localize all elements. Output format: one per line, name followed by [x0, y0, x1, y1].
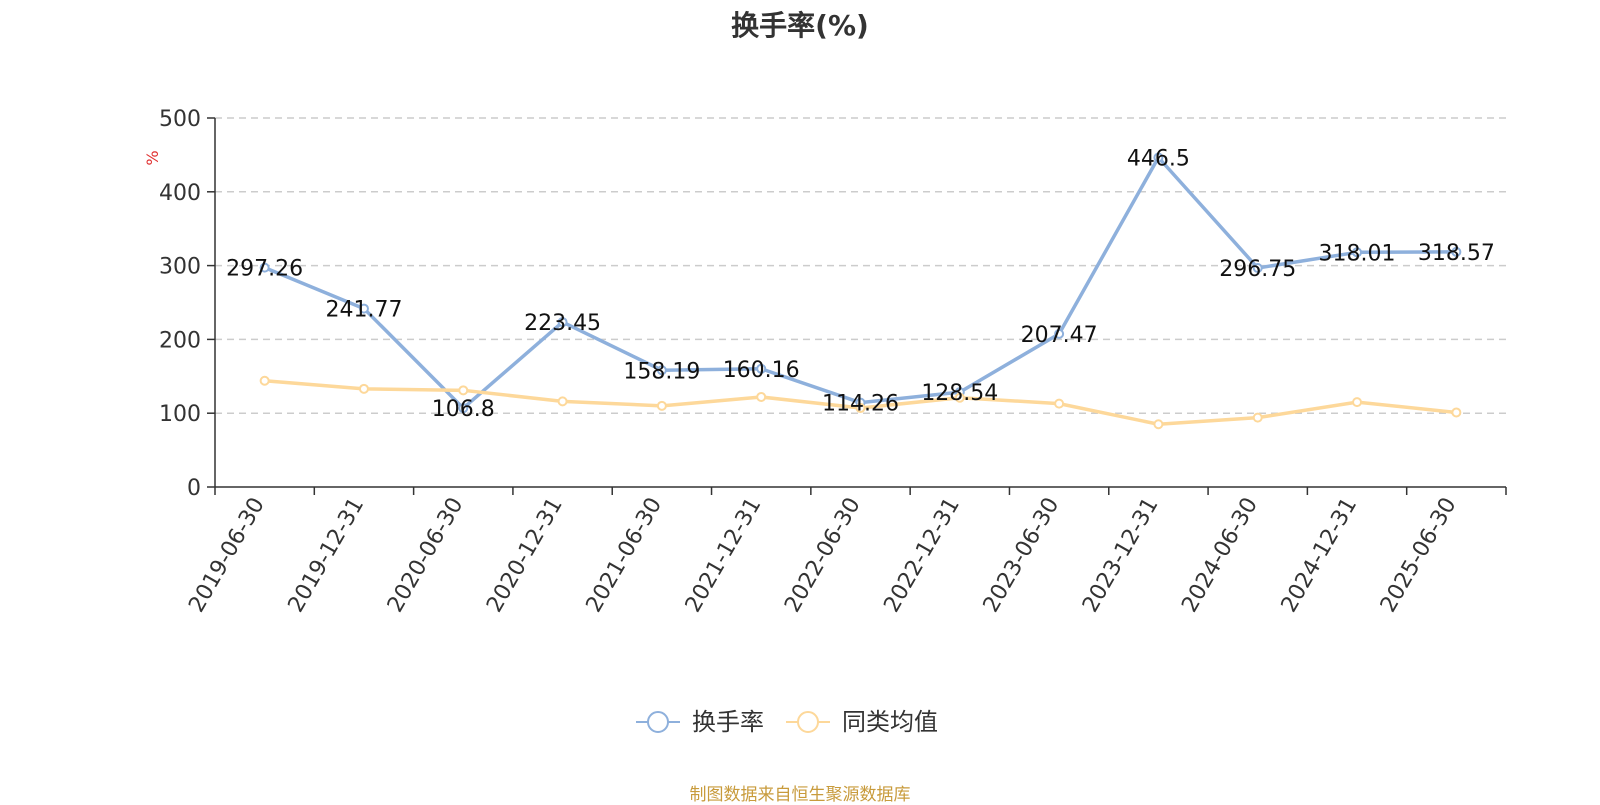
- x-tick-label: 2021-12-31: [681, 494, 767, 617]
- x-tick-label: 2025-06-30: [1376, 494, 1462, 617]
- data-point: [259, 262, 270, 273]
- data-label: 296.75: [1219, 257, 1296, 282]
- series-lines: [259, 152, 1462, 430]
- data-label: 318.57: [1418, 241, 1495, 266]
- legend-label: 同类均值: [842, 708, 938, 736]
- x-tick-label: 2019-06-30: [184, 494, 270, 617]
- y-axis-unit-label: %: [143, 150, 162, 165]
- data-point: [458, 403, 469, 414]
- data-point: [1451, 246, 1462, 257]
- data-point: [1153, 152, 1164, 163]
- series-line-turnover: [263, 155, 1457, 410]
- data-label: 160.16: [723, 358, 800, 383]
- y-tick-label: 400: [159, 181, 201, 206]
- x-tick-label: 2020-12-31: [482, 494, 568, 617]
- legend-item-peer-average: 同类均值: [786, 708, 938, 736]
- data-label: 114.26: [822, 392, 899, 417]
- data-label: 207.47: [1021, 323, 1098, 348]
- data-point: [1352, 247, 1363, 258]
- data-label: 158.19: [623, 359, 700, 384]
- legend-item-turnover: 换手率: [636, 708, 764, 736]
- y-tick-label: 0: [187, 476, 201, 501]
- data-point: [1054, 398, 1065, 409]
- data-point: [358, 383, 369, 394]
- data-point: [1252, 412, 1263, 423]
- data-point: [1252, 262, 1263, 273]
- data-label: 106.8: [432, 397, 495, 422]
- data-label: 318.01: [1319, 241, 1396, 266]
- y-tick-label: 300: [159, 255, 201, 280]
- data-point: [458, 385, 469, 396]
- data-point: [1153, 419, 1164, 430]
- data-point: [557, 317, 568, 328]
- data-point: [756, 391, 767, 402]
- x-tick-label: 2024-06-30: [1177, 494, 1263, 617]
- x-tick-label: 2021-06-30: [582, 494, 668, 617]
- legend: 换手率 同类均值: [636, 708, 938, 736]
- data-point: [656, 400, 667, 411]
- data-point: [358, 303, 369, 314]
- data-point: [557, 396, 568, 407]
- legend-label: 换手率: [692, 708, 764, 736]
- y-tick-label: 200: [159, 328, 201, 353]
- x-tick-label: 2022-12-31: [879, 493, 965, 616]
- x-tick-label: 2022-06-30: [780, 494, 866, 617]
- data-point: [954, 392, 965, 403]
- x-tick-label: 2020-06-30: [383, 494, 469, 617]
- data-point: [1451, 407, 1462, 418]
- data-point: [1352, 397, 1363, 408]
- data-point: [756, 363, 767, 374]
- y-tick-label: 500: [159, 107, 201, 132]
- data-point: [855, 403, 866, 414]
- y-tick-label: 100: [159, 402, 201, 427]
- data-label: 241.77: [325, 298, 402, 323]
- grid-lines: [215, 117, 1506, 414]
- data-label: 297.26: [226, 257, 303, 282]
- x-tick-label: 2023-12-31: [1078, 494, 1164, 617]
- x-tick-label: 2024-12-31: [1277, 494, 1363, 617]
- legend-marker: [797, 711, 819, 733]
- data-labels: 297.26 241.77 106.8 223.45 158.19 160.16 114.2…: [226, 146, 1495, 422]
- data-point: [656, 365, 667, 376]
- chart-title: 换手率(%): [731, 9, 869, 42]
- data-label: 128.54: [921, 381, 998, 406]
- x-tick-label: 2023-06-30: [979, 494, 1065, 617]
- x-tick-label: 2019-12-31: [284, 494, 370, 617]
- data-point: [259, 375, 270, 386]
- legend-marker: [647, 711, 669, 733]
- data-label: 223.45: [524, 311, 601, 336]
- data-point: [1054, 328, 1065, 339]
- source-note: 制图数据来自恒生聚源数据库: [689, 785, 911, 805]
- data-label: 446.5: [1127, 146, 1190, 171]
